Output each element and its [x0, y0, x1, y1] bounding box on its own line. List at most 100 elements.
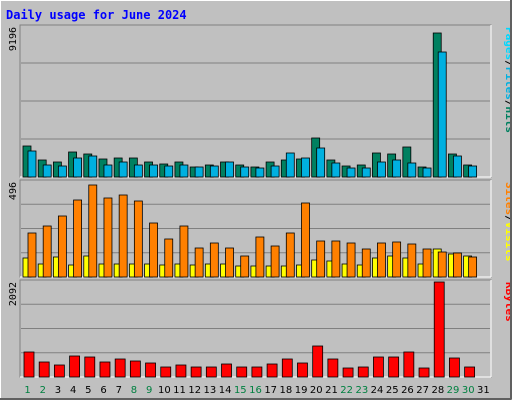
day-label-14: 14: [219, 385, 232, 396]
bar-sites-day-13: [209, 242, 219, 278]
bar-sites-day-18: [285, 232, 295, 278]
day-label-6: 6: [100, 385, 106, 396]
bar-files-day-25: [392, 159, 402, 178]
bar-kbytes-day-28: [433, 281, 445, 378]
bar-files-day-29: [453, 155, 462, 178]
bar-sites-day-2: [42, 225, 52, 278]
day-label-29: 29: [447, 385, 460, 396]
bar-files-day-24: [377, 161, 386, 178]
day-label-21: 21: [325, 385, 338, 396]
bar-files-day-27: [422, 167, 432, 178]
day-label-5: 5: [85, 385, 91, 396]
bar-kbytes-day-10: [160, 366, 172, 378]
day-label-18: 18: [280, 385, 293, 396]
bar-sites-day-29: [453, 252, 462, 278]
bar-files-day-4: [73, 157, 82, 178]
bar-sites-day-30: [468, 256, 478, 278]
day-label-1: 1: [24, 385, 30, 396]
bar-files-day-21: [331, 162, 341, 178]
bar-sites-day-8: [133, 200, 143, 278]
bar-kbytes-day-17: [266, 363, 278, 378]
day-label-11: 11: [173, 385, 186, 396]
day-label-13: 13: [204, 385, 217, 396]
bar-files-day-5: [88, 155, 98, 178]
bar-kbytes-day-15: [236, 366, 248, 378]
bar-files-day-8: [133, 164, 143, 178]
bar-sites-day-20: [316, 240, 326, 278]
bar-files-day-28: [437, 51, 447, 178]
bar-files-day-16: [255, 167, 265, 178]
legend-kbytes: KBytes: [503, 282, 512, 322]
bar-sites-day-24: [377, 242, 386, 278]
bar-sites-day-14: [225, 247, 234, 278]
day-label-17: 17: [264, 385, 277, 396]
bar-sites-day-12: [194, 247, 204, 278]
bar-files-day-19: [301, 157, 310, 178]
bar-files-day-14: [225, 161, 234, 178]
bar-sites-day-16: [255, 236, 265, 278]
bar-kbytes-day-2: [38, 361, 50, 378]
day-label-12: 12: [188, 385, 201, 396]
bar-kbytes-day-8: [129, 360, 141, 378]
bar-sites-day-4: [73, 199, 82, 278]
bar-files-day-20: [316, 147, 326, 178]
day-label-30: 30: [462, 385, 475, 396]
bar-kbytes-day-20: [312, 345, 324, 378]
bar-kbytes-day-7: [114, 358, 126, 378]
bar-files-day-22: [346, 167, 356, 178]
legend-pages: Pages: [503, 27, 512, 60]
chart-title: Daily usage for June 2024: [6, 8, 187, 22]
panel-kbytes: 2092 KBytes: [8, 279, 512, 378]
bar-kbytes-day-27: [418, 367, 430, 378]
bar-files-day-30: [468, 165, 478, 178]
bar-kbytes-day-5: [84, 356, 96, 378]
bar-kbytes-day-11: [175, 364, 187, 378]
day-label-16: 16: [249, 385, 262, 396]
bar-files-day-17: [270, 165, 280, 178]
bar-files-day-10: [164, 165, 174, 178]
bar-kbytes-day-1: [23, 351, 35, 378]
day-label-23: 23: [355, 385, 368, 396]
day-label-3: 3: [55, 385, 61, 396]
legend-files: Files: [503, 67, 512, 100]
bar-files-day-23: [361, 167, 371, 178]
bar-sites-day-25: [392, 241, 402, 278]
day-label-28: 28: [431, 385, 444, 396]
bar-sites-day-22: [346, 242, 356, 278]
bar-files-day-3: [57, 165, 67, 178]
bar-sites-day-15: [240, 255, 250, 278]
legend-hits: Hits: [503, 107, 512, 134]
bar-sites-day-11: [179, 225, 189, 278]
bar-files-day-2: [42, 164, 52, 178]
bar-sites-day-27: [422, 248, 432, 278]
day-label-15: 15: [234, 385, 247, 396]
bar-kbytes-day-22: [342, 367, 354, 378]
series-legend: Sites/Visits: [503, 182, 512, 262]
bar-kbytes-day-29: [449, 357, 460, 378]
bar-kbytes-day-30: [464, 366, 476, 378]
bar-sites-day-7: [118, 194, 128, 278]
bar-files-day-12: [194, 166, 204, 178]
bar-files-day-1: [27, 150, 37, 178]
day-label-4: 4: [70, 385, 76, 396]
bar-files-day-13: [209, 165, 219, 178]
bar-files-day-7: [118, 161, 128, 178]
bar-sites-day-19: [301, 202, 310, 278]
bar-kbytes-day-25: [388, 356, 400, 378]
legend-separator: /: [503, 215, 512, 222]
bar-sites-day-3: [57, 215, 67, 278]
day-label-7: 7: [116, 385, 122, 396]
day-label-31: 31: [477, 385, 490, 396]
bar-kbytes-day-24: [373, 356, 384, 378]
bar-sites-day-23: [361, 248, 371, 278]
bar-kbytes-day-9: [145, 362, 156, 378]
bar-kbytes-day-14: [221, 363, 232, 378]
bar-files-day-15: [240, 166, 250, 178]
bar-hits-day-26: [402, 146, 412, 178]
bar-sites-day-5: [88, 184, 98, 278]
legend-separator: /: [503, 100, 512, 107]
bar-kbytes-day-3: [53, 364, 65, 378]
day-label-24: 24: [371, 385, 384, 396]
